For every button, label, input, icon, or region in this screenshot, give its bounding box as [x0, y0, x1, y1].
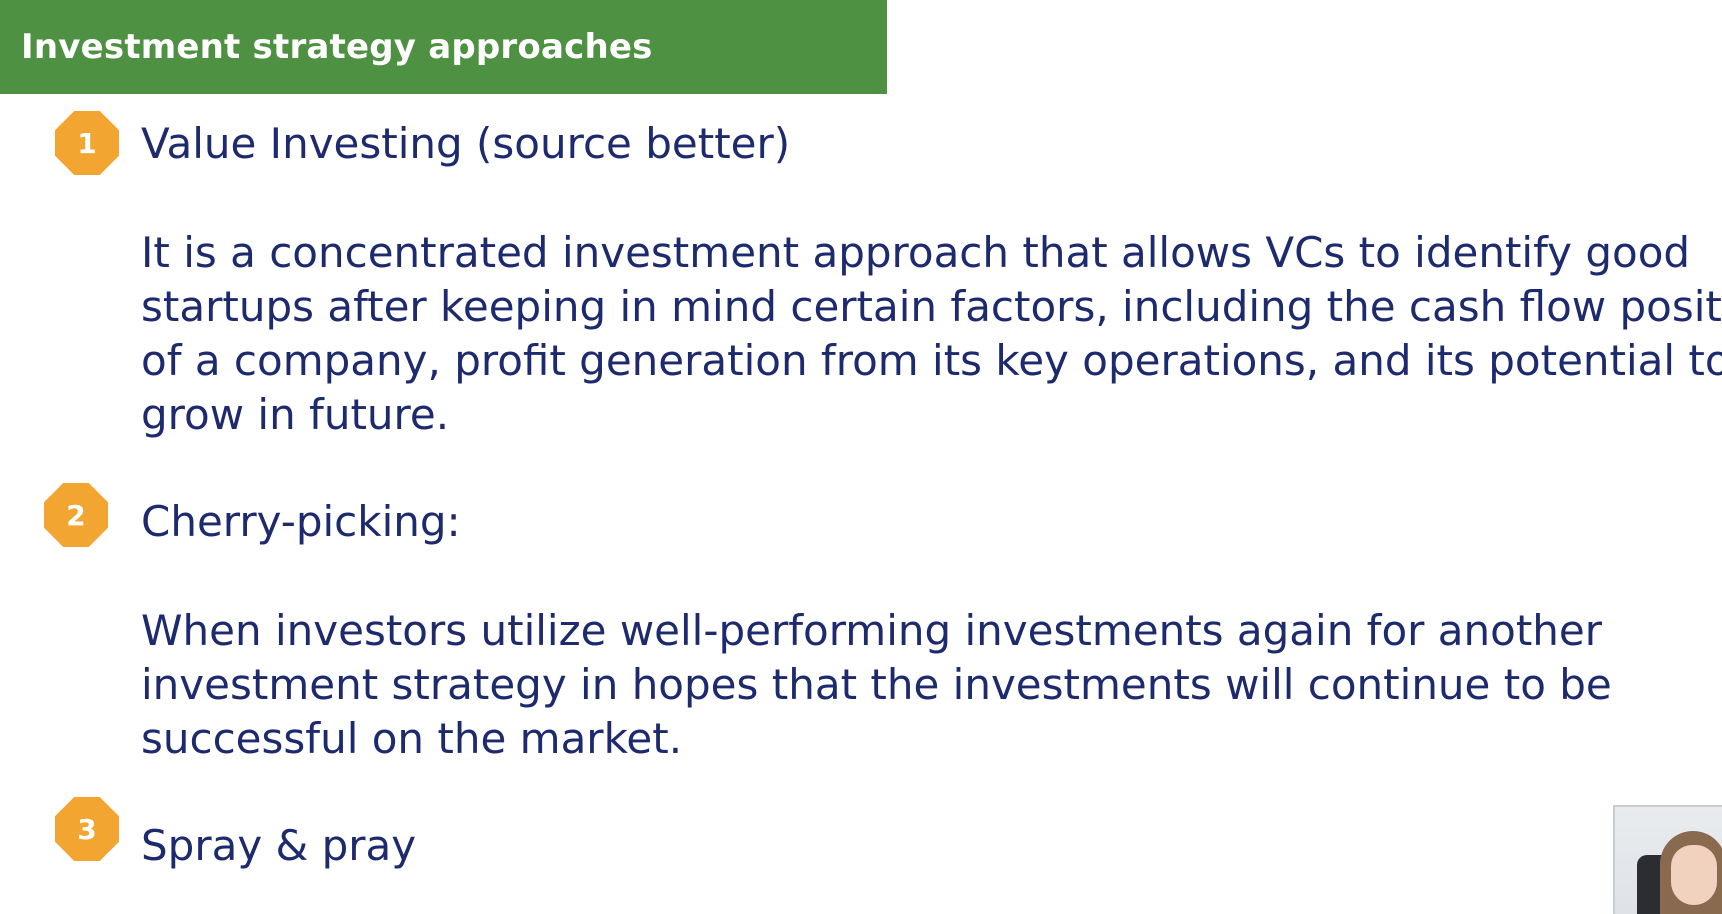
- item-heading-2: Cherry-picking:: [141, 497, 461, 546]
- number-badge-1: 1: [55, 111, 119, 175]
- item-body-2-line: When investors utilize well-performing i…: [141, 606, 1603, 655]
- item-body-2-line: successful on the market.: [141, 714, 683, 763]
- title-bar: Investment strategy approaches: [0, 0, 887, 94]
- item-body-1-line: of a company, profit generation from its…: [141, 336, 1722, 385]
- number-badge-2: 2: [44, 483, 108, 547]
- item-heading-1: Value Investing (source better): [141, 119, 791, 168]
- item-body-1-line: grow in future.: [141, 390, 450, 439]
- presenter-webcam-thumbnail[interactable]: [1613, 805, 1722, 914]
- item-heading-3: Spray & pray: [141, 821, 417, 870]
- webcam-presenter-face: [1671, 845, 1717, 905]
- item-body-1-line: startups after keeping in mind certain f…: [141, 282, 1722, 331]
- item-body-2: When investors utilize well-performing i…: [141, 604, 1701, 766]
- item-body-1-line: It is a concentrated investment approach…: [141, 228, 1691, 277]
- number-badge-3: 3: [55, 797, 119, 861]
- item-body-2-line: investment strategy in hopes that the in…: [141, 660, 1612, 709]
- slide-title: Investment strategy approaches: [21, 27, 653, 67]
- item-body-1: It is a concentrated investment approach…: [141, 226, 1722, 442]
